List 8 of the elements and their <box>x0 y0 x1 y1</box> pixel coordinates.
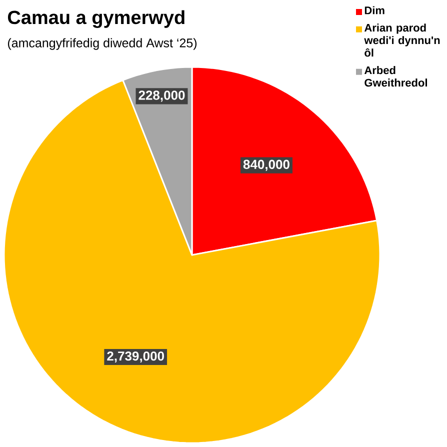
legend-label: Arian parod wedi'i dynnu'n ôl <box>364 24 440 57</box>
chart-title: Camau a gymerwyd <box>8 10 184 28</box>
data-label: 840,000 <box>243 160 290 171</box>
legend-label: Arbed Gweithredol <box>364 66 427 87</box>
legend-label: Dim <box>364 6 384 14</box>
text: (amcangyfrifedig diwedd Awst ‘25) <box>8 38 197 50</box>
data-label: 228,000 <box>138 90 185 102</box>
data-label: 2,739,000 <box>107 351 164 363</box>
